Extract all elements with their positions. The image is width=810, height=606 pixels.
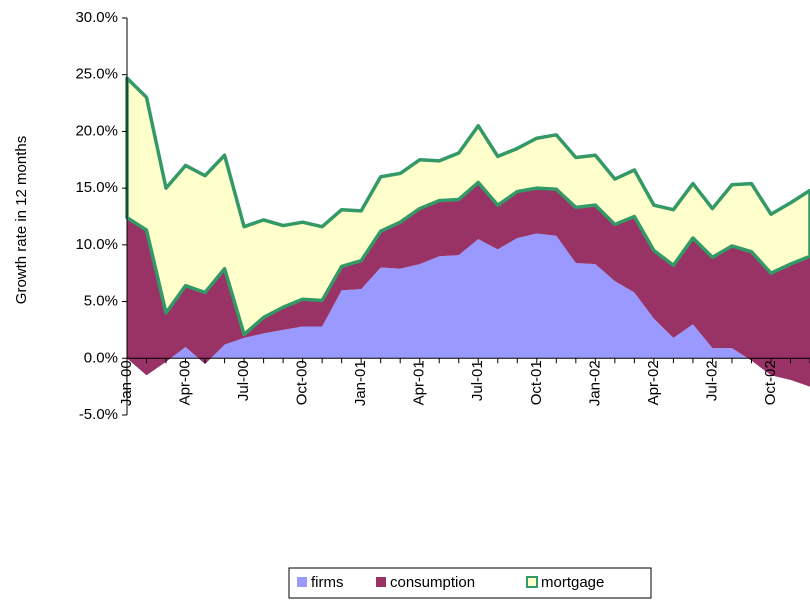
- legend-swatch: [526, 576, 538, 588]
- y-tick-label: 30.0%: [75, 9, 118, 26]
- x-tick-label: Jul-00: [235, 360, 252, 401]
- x-tick-label: Jan-01: [352, 360, 369, 406]
- area: [125, 76, 810, 337]
- y-axis-title: Growth rate in 12 months: [13, 136, 30, 304]
- y-tick-label: 20.0%: [75, 122, 118, 139]
- y-tick-label: 15.0%: [75, 179, 118, 196]
- y-tick-label: 10.0%: [75, 236, 118, 253]
- x-tick-label: Oct-00: [294, 360, 311, 405]
- y-tick-label: 0.0%: [84, 349, 118, 366]
- legend-box: [288, 567, 652, 599]
- x-tick-label: Apr-00: [177, 360, 194, 405]
- x-tick-label: Jul-01: [469, 360, 486, 401]
- x-tick-label: Apr-01: [411, 360, 428, 405]
- area: [127, 233, 810, 387]
- legend-label: mortgage: [541, 574, 604, 591]
- legend-label: consumption: [390, 574, 475, 591]
- area: [127, 182, 810, 387]
- x-tick-label: Jan-02: [586, 360, 603, 406]
- x-tick-label: Jul-02: [703, 360, 720, 401]
- legend-swatch: [297, 577, 307, 587]
- x-tick-label: Jan-00: [118, 360, 135, 406]
- y-tick-label: 5.0%: [84, 293, 118, 310]
- y-tick-label: -5.0%: [79, 406, 118, 423]
- y-tick-label: 25.0%: [75, 66, 118, 83]
- legend-label: firms: [311, 574, 344, 591]
- x-tick-label: Apr-02: [645, 360, 662, 405]
- x-tick-label: Oct-01: [528, 360, 545, 405]
- legend-swatch: [376, 577, 386, 587]
- x-tick-label: Oct-02: [762, 360, 779, 405]
